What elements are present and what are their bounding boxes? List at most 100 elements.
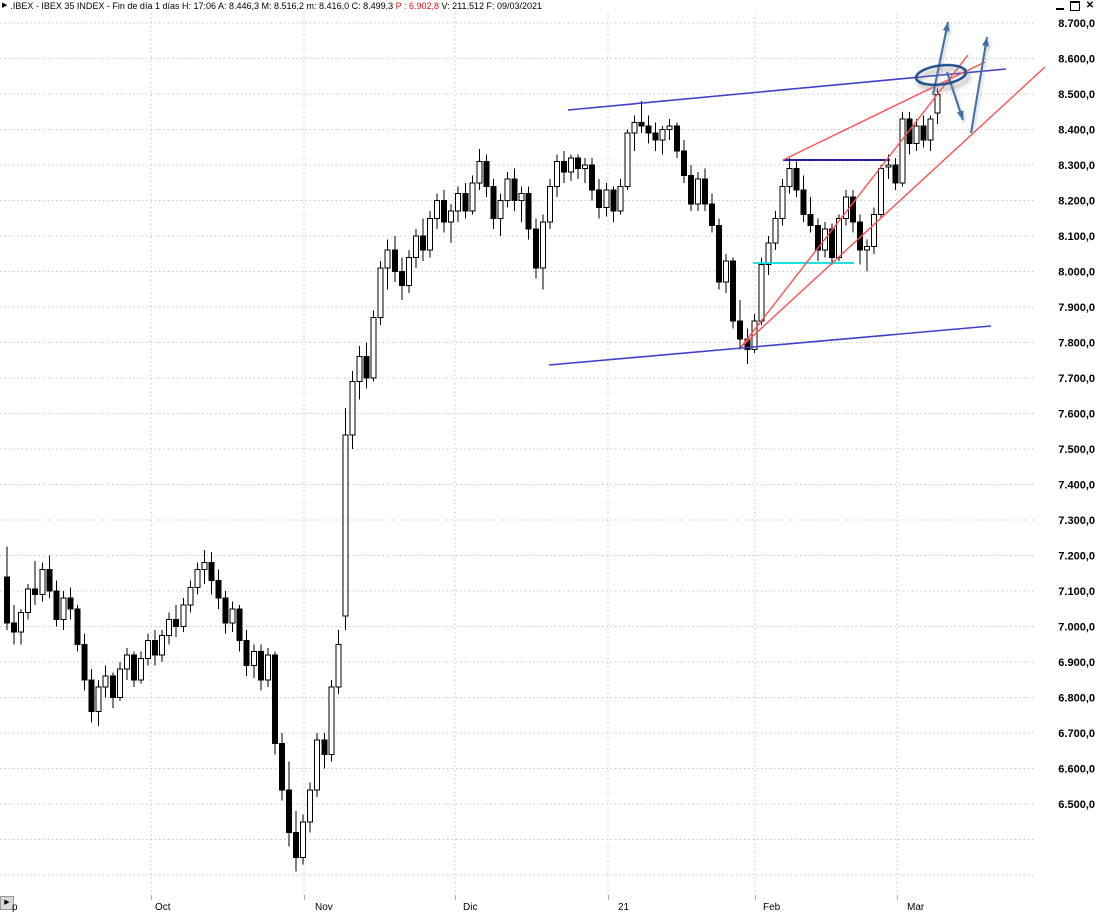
candle — [518, 186, 525, 222]
candle — [95, 679, 102, 726]
maximize-button[interactable] — [1069, 1, 1081, 11]
candle — [53, 580, 60, 627]
candle — [765, 236, 772, 276]
lower-channel-trendline[interactable] — [548, 325, 992, 366]
candle — [81, 633, 88, 691]
candle — [321, 733, 328, 769]
candle — [624, 129, 631, 190]
candle — [652, 122, 659, 151]
candle — [800, 175, 807, 222]
y-tick-label: 8.300,0 — [1058, 160, 1095, 172]
candle — [264, 647, 271, 687]
candle — [560, 150, 567, 183]
candle — [864, 239, 871, 272]
candle — [842, 189, 849, 226]
candle — [137, 651, 144, 684]
candle — [278, 733, 285, 801]
y-tick-label: 7.900,0 — [1058, 302, 1095, 314]
candle — [913, 118, 920, 151]
candle — [871, 207, 878, 254]
x-axis-label: Dic — [463, 902, 478, 913]
candle — [377, 260, 384, 325]
y-tick-label: 6.900,0 — [1058, 657, 1095, 669]
candle — [476, 149, 483, 190]
projection-arrow-down[interactable] — [946, 71, 964, 121]
candle — [116, 662, 123, 702]
y-axis-labels: 8.700,0 8.600,0 8.500,0 8.400,0 8.300,0 8.200… — [1058, 18, 1095, 811]
play-icon: ▶ — [2, 2, 8, 9]
candle — [730, 257, 737, 329]
candle — [271, 651, 278, 755]
minimize-button[interactable] — [1054, 1, 1066, 11]
candle — [88, 669, 95, 723]
candle — [680, 140, 687, 183]
candle — [511, 168, 518, 212]
candle — [307, 782, 314, 833]
candle — [483, 154, 490, 197]
title-text-main: .IBEX - IBEX 35 INDEX - Fin de día 1 día… — [10, 1, 396, 11]
candle — [46, 555, 53, 599]
candle — [645, 115, 652, 144]
red-trendline-steep[interactable] — [740, 54, 969, 348]
upper-channel-trendline[interactable] — [567, 68, 1007, 111]
candle — [631, 115, 638, 151]
candle — [814, 218, 821, 261]
highlight-ellipse[interactable] — [914, 63, 968, 88]
candle — [173, 605, 180, 638]
candle — [596, 179, 603, 219]
candle — [356, 346, 363, 400]
x-axis-label: Nov — [315, 902, 333, 913]
candle — [455, 186, 462, 222]
candle — [215, 569, 222, 609]
candle — [525, 186, 532, 240]
scroll-right-icon[interactable]: ▶ — [0, 896, 14, 910]
red-trendline-upper[interactable] — [782, 61, 986, 161]
y-tick-label: 8.000,0 — [1058, 267, 1095, 279]
close-button[interactable]: ✕ — [1085, 0, 1095, 11]
candle — [314, 733, 321, 797]
candle — [208, 551, 215, 595]
candle — [553, 154, 560, 197]
candle — [434, 193, 441, 229]
candle — [102, 665, 109, 698]
candle — [32, 560, 39, 606]
candle — [427, 211, 433, 258]
candle — [145, 633, 151, 666]
candle — [610, 186, 617, 222]
y-tick-label: 8.700,0 — [1058, 18, 1095, 30]
candle — [744, 328, 751, 364]
candle — [737, 299, 744, 350]
candle — [419, 218, 426, 261]
candle — [342, 408, 349, 631]
candle — [286, 761, 292, 847]
candle — [391, 236, 398, 283]
candle — [617, 179, 624, 215]
candle — [349, 370, 356, 449]
x-axis-tick — [304, 895, 305, 900]
candle — [687, 165, 694, 212]
candle — [257, 644, 264, 691]
projection-arrow-up-1[interactable] — [932, 21, 950, 96]
candle — [229, 601, 236, 632]
y-tick-label: 8.500,0 — [1058, 89, 1095, 101]
candle — [123, 647, 130, 680]
projection-arrow-up-2[interactable] — [970, 36, 989, 134]
y-tick-label: 6.600,0 — [1058, 764, 1095, 776]
y-tick-label: 7.500,0 — [1058, 444, 1095, 456]
candle — [180, 598, 187, 632]
candle — [568, 154, 574, 181]
candle — [152, 630, 159, 666]
candle — [539, 214, 546, 290]
candle — [25, 583, 32, 620]
candle — [328, 679, 335, 762]
y-tick-label: 6.800,0 — [1058, 693, 1095, 705]
y-tick-label: 6.500,0 — [1058, 799, 1095, 811]
candlestick-chart-canvas[interactable]: 8.700,0 8.600,0 8.500,0 8.400,0 8.300,0 8.200… — [0, 13, 1100, 895]
candle — [448, 204, 455, 244]
x-axis-tick — [151, 895, 152, 900]
red-trendline-fan[interactable] — [740, 66, 1046, 348]
x-axis-label: Feb — [763, 902, 781, 913]
candle — [405, 250, 412, 293]
candle — [194, 562, 201, 595]
